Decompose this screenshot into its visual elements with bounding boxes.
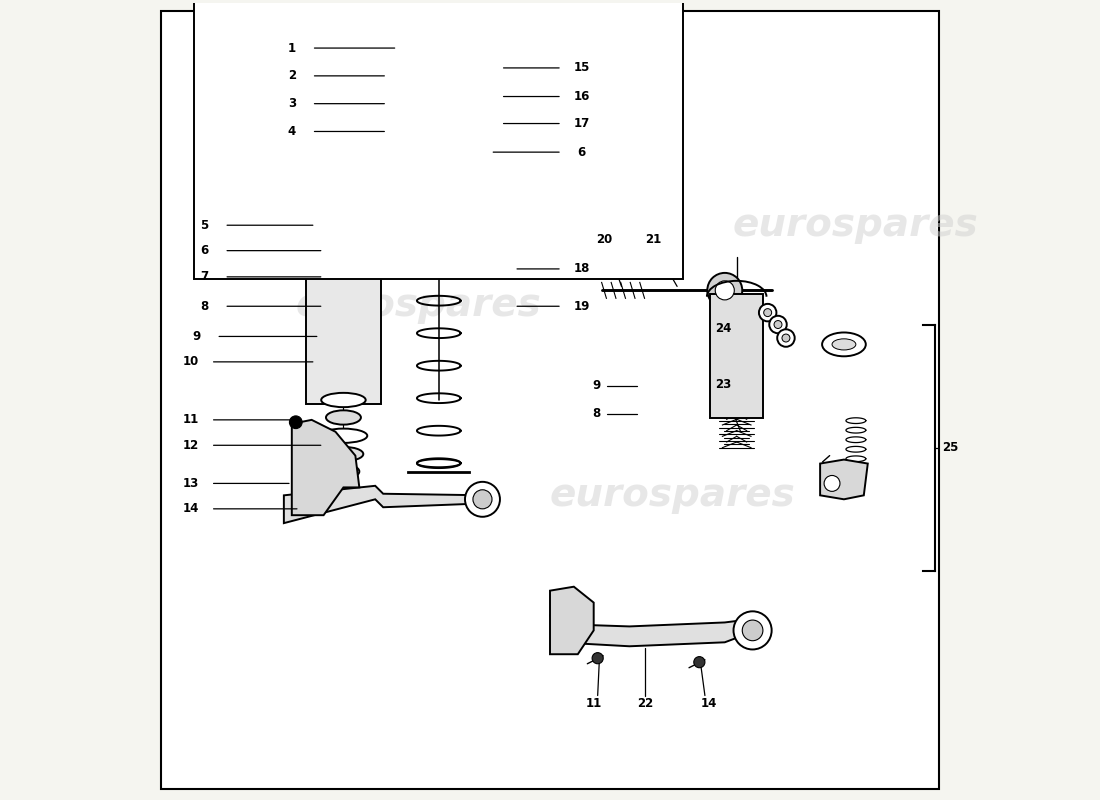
FancyBboxPatch shape [194, 0, 683, 279]
Ellipse shape [778, 330, 794, 346]
Ellipse shape [323, 447, 363, 461]
Text: 11: 11 [585, 697, 602, 710]
Circle shape [707, 273, 743, 308]
Text: 25: 25 [943, 441, 959, 454]
Text: 3: 3 [288, 97, 296, 110]
Polygon shape [550, 586, 594, 654]
Ellipse shape [769, 316, 786, 334]
Text: 8: 8 [200, 300, 209, 313]
Text: 20: 20 [596, 233, 612, 246]
Polygon shape [284, 486, 486, 523]
Text: 23: 23 [715, 378, 732, 390]
FancyBboxPatch shape [711, 294, 763, 418]
Ellipse shape [763, 309, 772, 317]
Text: 4: 4 [288, 125, 296, 138]
Circle shape [824, 475, 840, 491]
Ellipse shape [759, 304, 777, 322]
Ellipse shape [320, 429, 367, 443]
Ellipse shape [321, 393, 365, 407]
Circle shape [742, 620, 763, 641]
Text: 9: 9 [192, 330, 200, 343]
Ellipse shape [832, 339, 856, 350]
Circle shape [473, 490, 492, 509]
Text: 22: 22 [637, 697, 653, 710]
Text: 19: 19 [573, 300, 590, 313]
Text: 17: 17 [574, 117, 590, 130]
Circle shape [734, 611, 772, 650]
Text: eurospares: eurospares [733, 206, 979, 244]
FancyBboxPatch shape [306, 190, 381, 404]
Ellipse shape [326, 410, 361, 425]
Ellipse shape [403, 53, 474, 67]
Text: eurospares: eurospares [550, 476, 795, 514]
Ellipse shape [774, 321, 782, 329]
Text: 7: 7 [200, 270, 209, 283]
Text: 14: 14 [183, 502, 199, 515]
Circle shape [465, 482, 499, 517]
Ellipse shape [328, 464, 360, 478]
Text: 6: 6 [200, 244, 209, 257]
Circle shape [289, 416, 302, 429]
Text: 5: 5 [200, 218, 209, 232]
Ellipse shape [403, 67, 474, 82]
Text: 9: 9 [592, 379, 601, 392]
Text: 18: 18 [573, 262, 590, 275]
Ellipse shape [403, 82, 474, 96]
Text: 8: 8 [592, 407, 601, 420]
Text: 15: 15 [573, 62, 590, 74]
Text: 10: 10 [183, 355, 199, 368]
Polygon shape [550, 614, 757, 646]
Text: 12: 12 [183, 438, 199, 452]
Circle shape [592, 653, 603, 664]
Text: 6: 6 [578, 146, 586, 158]
Polygon shape [821, 459, 868, 499]
Ellipse shape [403, 39, 474, 54]
Ellipse shape [782, 334, 790, 342]
Text: 21: 21 [646, 233, 661, 246]
FancyBboxPatch shape [161, 10, 939, 790]
Text: 1: 1 [288, 42, 296, 54]
Text: 13: 13 [183, 477, 199, 490]
Text: 24: 24 [715, 322, 732, 335]
Text: 2: 2 [288, 70, 296, 82]
Ellipse shape [822, 333, 866, 356]
Text: 16: 16 [573, 90, 590, 103]
Text: 14: 14 [701, 697, 717, 710]
Polygon shape [292, 420, 360, 515]
Circle shape [715, 281, 735, 300]
Text: 11: 11 [183, 414, 199, 426]
Circle shape [694, 657, 705, 668]
Text: eurospares: eurospares [296, 286, 541, 324]
